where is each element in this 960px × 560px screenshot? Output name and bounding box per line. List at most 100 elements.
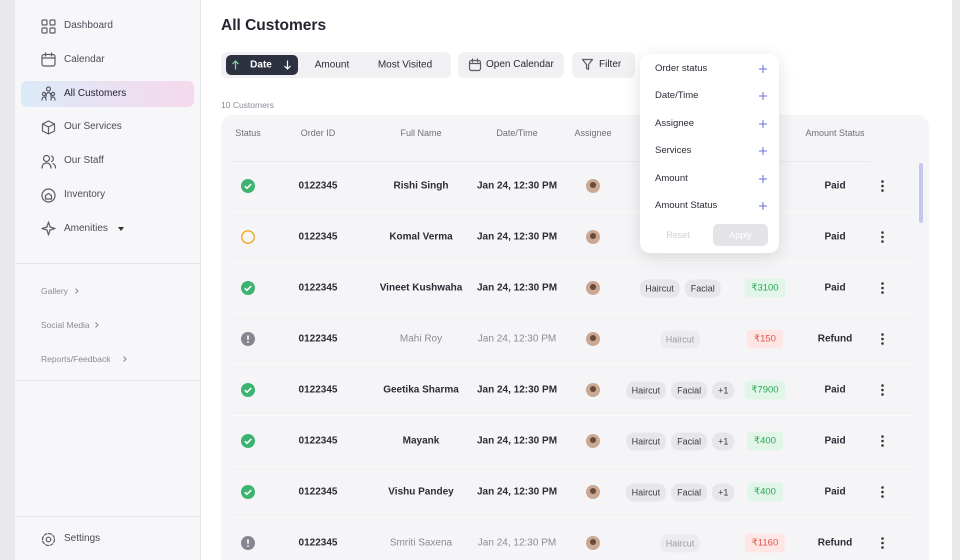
- service-chip: Facial: [684, 279, 721, 298]
- status-icon: [241, 332, 255, 346]
- apply-button[interactable]: Apply: [713, 224, 768, 246]
- service-chip: Haircut: [625, 483, 667, 502]
- row-menu[interactable]: [881, 231, 884, 243]
- filter-option[interactable]: Date/Time: [655, 90, 699, 102]
- table-bg: [221, 115, 929, 560]
- nav-item[interactable]: Inventory: [64, 189, 106, 200]
- sort-button[interactable]: Most Visited: [377, 59, 433, 71]
- date-time: Jan 24, 12:30 PM: [476, 180, 558, 192]
- full-name: Geetika Sharma: [383, 384, 459, 396]
- status-icon: [241, 434, 255, 448]
- filter-button-bg[interactable]: [572, 52, 635, 78]
- full-name: Mayank: [402, 435, 440, 447]
- row-separator: [231, 313, 911, 314]
- reset-button[interactable]: Reset: [666, 230, 690, 240]
- add-icon: [759, 147, 767, 156]
- service-chip: Haircut: [639, 279, 680, 298]
- sort-down: [284, 60, 291, 70]
- row-menu[interactable]: [881, 282, 884, 294]
- add-icon: [759, 174, 767, 183]
- filter-option[interactable]: Order status: [655, 63, 708, 74]
- date-time: Jan 24, 12:30 PM: [477, 333, 557, 345]
- filter-option[interactable]: Amount Status: [655, 200, 718, 211]
- section-link[interactable]: Reports/Feedback: [41, 354, 111, 364]
- calendar-button-bg[interactable]: [458, 52, 564, 78]
- add-icon: [759, 202, 767, 210]
- row-menu[interactable]: [881, 384, 884, 396]
- divider: [15, 516, 201, 517]
- nav-item[interactable]: Our Staff: [64, 155, 104, 167]
- amount-status: Paid: [824, 231, 846, 243]
- row-menu[interactable]: [881, 180, 884, 192]
- order-id: 0122345: [298, 384, 338, 396]
- amount-status: Paid: [824, 282, 846, 294]
- order-id: 0122345: [298, 486, 338, 498]
- nav-item[interactable]: Our Services: [64, 121, 122, 133]
- filter-option[interactable]: Services: [655, 145, 692, 157]
- row-separator: [231, 517, 911, 518]
- service-chip: Haircut: [659, 330, 701, 349]
- service-chip: Haircut: [625, 432, 667, 451]
- row-separator: [231, 262, 911, 263]
- sort-button[interactable]: Amount: [314, 59, 350, 71]
- chevron: [75, 288, 79, 294]
- amount: ₹1160: [744, 533, 786, 553]
- services: Haircut Facial +1: [623, 432, 737, 451]
- row-menu[interactable]: [881, 435, 884, 447]
- date-time: Jan 24, 12:30 PM: [476, 435, 558, 447]
- nav-item[interactable]: All Customers: [64, 87, 127, 99]
- header-line: [231, 161, 871, 162]
- services: Haircut: [657, 534, 703, 553]
- row-menu[interactable]: [881, 486, 884, 498]
- column-header: Full Name: [400, 128, 442, 138]
- filter-option[interactable]: Amount: [655, 172, 688, 184]
- column-header: Date/Time: [496, 128, 538, 138]
- section-link[interactable]: Social Media: [41, 320, 90, 330]
- amount-status: Refund: [817, 333, 853, 345]
- service-chip: +1: [712, 432, 735, 451]
- nav-item[interactable]: Dashboard: [64, 20, 113, 31]
- full-name: Vineet Kushwaha: [379, 282, 463, 294]
- nav-item[interactable]: Amenities: [64, 222, 108, 234]
- nav-icon: [41, 221, 56, 236]
- sort-button[interactable]: Date: [250, 59, 272, 71]
- filter-button[interactable]: Filter: [599, 59, 622, 70]
- amount: ₹3100: [744, 278, 786, 298]
- status-icon: [241, 383, 255, 397]
- calendar-button[interactable]: Open Calendar: [486, 59, 554, 70]
- row-separator: [231, 415, 911, 416]
- amount: ₹7900: [744, 380, 786, 400]
- filter-option[interactable]: Assignee: [655, 117, 695, 129]
- date-time: Jan 24, 12:30 PM: [477, 537, 557, 549]
- row-separator: [231, 211, 911, 212]
- section-link[interactable]: Gallery: [41, 286, 68, 296]
- sort-active: [226, 55, 298, 75]
- status-icon: [241, 179, 255, 193]
- settings-link[interactable]: Settings: [64, 533, 101, 544]
- settings-icon: [41, 532, 56, 547]
- assignee-avatar: [586, 332, 600, 346]
- full-name: Rishi Singh: [393, 180, 449, 192]
- service-chip: Haircut: [659, 534, 701, 553]
- services: Haircut Facial: [637, 279, 724, 298]
- services: Haircut Facial +1: [623, 381, 737, 400]
- nav-item[interactable]: Calendar: [64, 53, 105, 65]
- status-icon: [241, 536, 255, 550]
- column-header: Assignee: [574, 128, 612, 138]
- assignee-avatar: [586, 434, 600, 448]
- service-chip: +1: [712, 483, 735, 502]
- row-menu[interactable]: [881, 333, 884, 345]
- order-id: 0122345: [298, 435, 338, 447]
- services: Haircut Facial +1: [623, 483, 737, 502]
- divider: [15, 263, 201, 264]
- full-name: Mahi Roy: [399, 333, 443, 345]
- amount: ₹400: [747, 482, 783, 502]
- row-menu[interactable]: [881, 537, 884, 549]
- nav-icon: [41, 18, 56, 34]
- nav-icon: [41, 86, 56, 101]
- customer-count: 10 Customers: [221, 100, 274, 110]
- add-icon: [759, 119, 767, 128]
- nav-icon: [41, 187, 56, 203]
- order-id: 0122345: [298, 537, 338, 549]
